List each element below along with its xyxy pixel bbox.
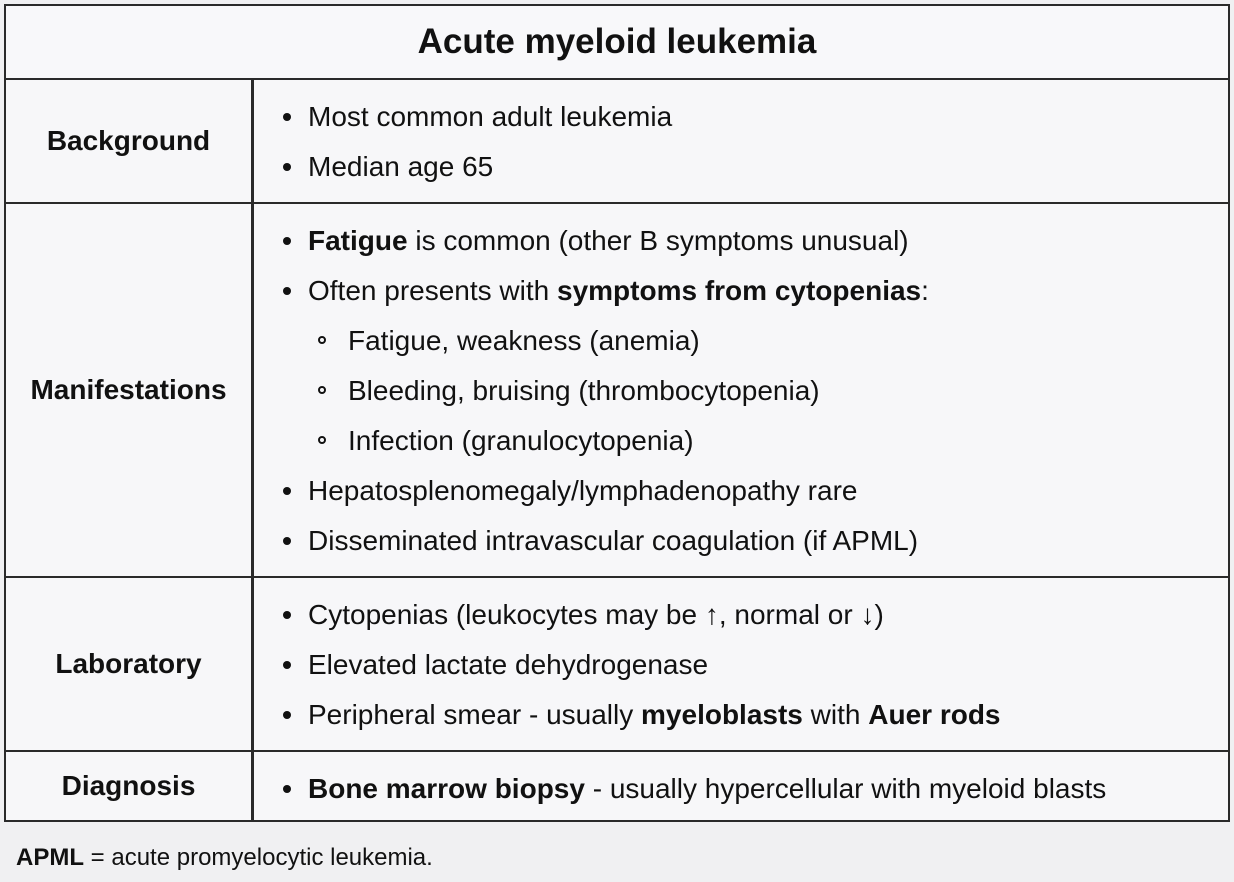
bullet-icon (283, 661, 291, 669)
row-content-laboratory: Cytopenias (leukocytes may be ↑, normal … (257, 578, 1228, 750)
bullet-icon (283, 237, 291, 245)
bullet-icon (283, 163, 291, 171)
circle-bullet-icon (318, 436, 326, 444)
bullet-icon (283, 487, 291, 495)
bullet-icon (283, 785, 291, 793)
circle-bullet-icon (318, 386, 326, 394)
row-content-diagnosis: Bone marrow biopsy - usually hypercellul… (257, 752, 1228, 820)
row-background: Background Most common adult leukemia Me… (6, 80, 1228, 204)
bullet-icon (283, 537, 291, 545)
table-title: Acute myeloid leukemia (6, 6, 1228, 80)
row-label-manifestations: Manifestations (6, 204, 254, 576)
row-label-laboratory: Laboratory (6, 578, 254, 750)
row-label-background: Background (6, 80, 254, 202)
row-label-diagnosis: Diagnosis (6, 752, 254, 820)
circle-bullet-icon (318, 336, 326, 344)
bullet-icon (283, 113, 291, 121)
footnote: APML = acute promyelocytic leukemia. (16, 844, 433, 871)
bullet-icon (283, 287, 291, 295)
bullet-icon (283, 711, 291, 719)
bullet-icon (283, 611, 291, 619)
row-manifestations: Manifestations Fatigue is common (other … (6, 204, 1228, 578)
row-diagnosis: Diagnosis Bone marrow biopsy - usually h… (6, 752, 1228, 820)
row-content-background: Most common adult leukemia Median age 65 (257, 80, 1228, 202)
row-laboratory: Laboratory Cytopenias (leukocytes may be… (6, 578, 1228, 752)
aml-table: Acute myeloid leukemia Background Most c… (4, 4, 1230, 822)
row-content-manifestations: Fatigue is common (other B symptoms unus… (257, 204, 1228, 576)
